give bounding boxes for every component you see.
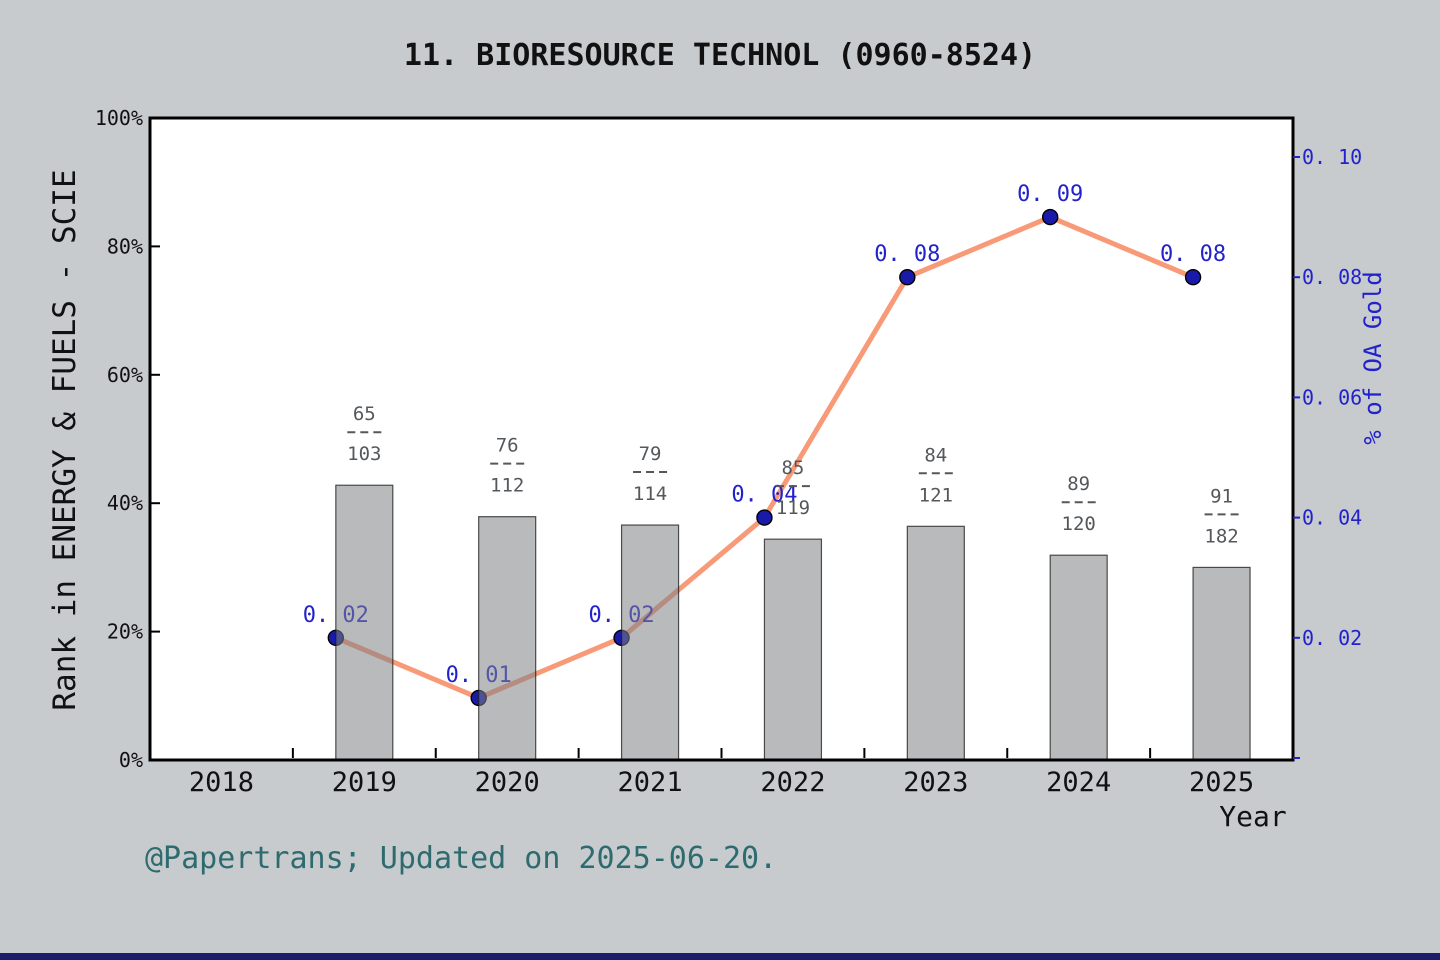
rank-bar-2025 — [1192, 566, 1251, 761]
oa-point-label-2022: 0. 04 — [731, 483, 797, 508]
rank-bar-2023 — [906, 525, 965, 761]
oa-point-label-2023: 0. 08 — [874, 242, 940, 267]
footer-credit: @Papertrans; Updated on 2025-06-20. — [145, 841, 778, 876]
rank-bar-2022 — [763, 538, 823, 761]
x-tick-label-2021: 2021 — [618, 767, 683, 798]
left-tick-label-60: 60% — [107, 363, 143, 387]
x-tick-label-2023: 2023 — [903, 767, 968, 798]
bottom-strip — [0, 953, 1440, 960]
right-tick-label-0.02: 0. 02 — [1302, 626, 1362, 650]
rank-bar-2024 — [1049, 554, 1108, 761]
rank-bar-2020 — [478, 516, 537, 761]
right-tick-label-0.04: 0. 04 — [1302, 506, 1362, 530]
left-axis-title: Rank in ENERGY & FUELS - SCIE — [47, 169, 83, 711]
x-tick-label-2024: 2024 — [1046, 767, 1111, 798]
oa-point-label-2025: 0. 08 — [1160, 242, 1226, 267]
rank-fraction-den-2021: 114 — [633, 483, 667, 505]
oa-point-2024 — [1041, 208, 1059, 226]
rank-fraction-num-2019: 65 — [353, 403, 376, 425]
rank-fraction-num-2022: 85 — [781, 457, 804, 479]
x-axis-title: Year — [1219, 800, 1287, 833]
rank-fraction-den-2019: 103 — [347, 443, 381, 465]
rank-fraction-den-2024: 120 — [1062, 513, 1096, 535]
left-tick-label-0: 0% — [119, 748, 143, 772]
plot-area — [150, 118, 1293, 760]
rank-fraction-den-2020: 112 — [490, 475, 524, 497]
rank-fraction-num-2020: 76 — [496, 435, 519, 457]
x-tick-label-2019: 2019 — [332, 767, 397, 798]
rank-fraction-num-2025: 91 — [1210, 485, 1233, 507]
oa-point-2025 — [1184, 269, 1202, 286]
x-tick-label-2020: 2020 — [475, 767, 540, 798]
rank-bar-2019 — [335, 484, 394, 761]
rank-fraction-den-2023: 121 — [919, 484, 953, 506]
left-tick-label-40: 40% — [107, 491, 143, 515]
x-tick-label-2025: 2025 — [1189, 767, 1254, 798]
left-tick-label-80: 80% — [107, 234, 143, 258]
rank-bar-2021 — [620, 524, 680, 761]
right-tick-label-0.1: 0. 10 — [1302, 145, 1362, 169]
rank-fraction-num-2021: 79 — [639, 443, 662, 465]
right-axis-title: % of OA Gold — [1359, 271, 1387, 445]
chart-title: 11. BIORESOURCE TECHNOL (0960-8524) — [403, 38, 1037, 73]
oa-point-2022 — [756, 509, 773, 526]
rank-fraction-den-2025: 182 — [1204, 525, 1238, 547]
left-tick-label-100: 100% — [95, 106, 143, 130]
oa-point-label-2024: 0. 09 — [1017, 182, 1083, 207]
x-tick-label-2022: 2022 — [760, 767, 825, 798]
right-tick-label-0.08: 0. 08 — [1302, 265, 1362, 289]
right-tick-label-0.06: 0. 06 — [1302, 385, 1362, 409]
oa-point-2023 — [899, 269, 916, 286]
rank-fraction-num-2024: 89 — [1067, 473, 1090, 495]
plot-border — [148, 116, 1295, 762]
rank-fraction-num-2023: 84 — [924, 444, 947, 466]
left-tick-label-20: 20% — [107, 620, 143, 644]
rank-fraction-den-2022: 119 — [776, 497, 810, 519]
x-tick-label-2018: 2018 — [189, 767, 254, 798]
